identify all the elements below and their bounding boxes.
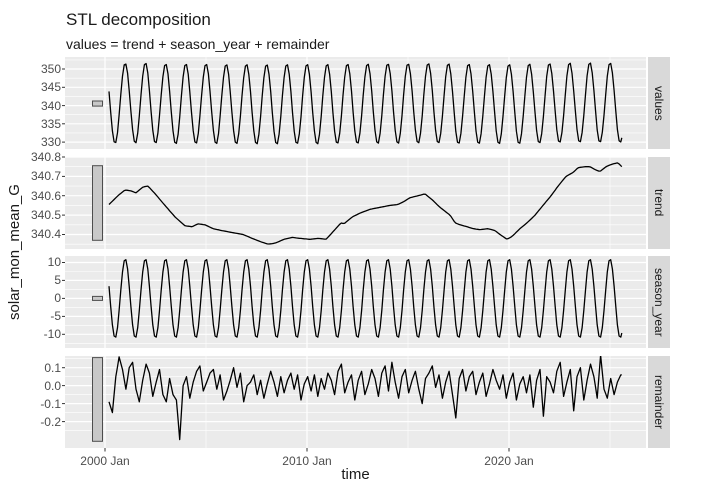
y-tick-label: -10 (43, 327, 61, 341)
y-tick-label: -0.1 (40, 397, 61, 411)
strip-label-values: values (648, 57, 670, 149)
y-tick-label: 0.1 (44, 361, 61, 375)
y-tick-label: 340.4 (30, 227, 61, 241)
x-tick-label: 2000 Jan (80, 454, 130, 468)
y-tick-label: 0.0 (44, 379, 61, 393)
x-axis-title: time (341, 466, 370, 483)
y-tick-label: 340.7 (30, 169, 61, 183)
y-tick-label: -0.2 (40, 415, 61, 429)
x-tick-label: 2010 Jan (282, 454, 332, 468)
y-tick-label: 5 (54, 273, 61, 287)
strip-label-remainder: remainder (648, 356, 670, 448)
x-tick-label: 2020 Jan (484, 454, 534, 468)
y-tick-label: 10 (47, 255, 61, 269)
y-tick-label: 0 (54, 291, 61, 305)
strip-label-season-year: season_year (648, 256, 670, 348)
plot-title: STL decomposition (66, 10, 211, 29)
y-tick-label: 350 (40, 62, 61, 76)
strip-label-trend: trend (648, 157, 670, 249)
y-tick-label: 340.5 (30, 208, 61, 222)
y-tick-label: 340.8 (30, 150, 61, 164)
y-tick-label: 335 (40, 117, 61, 131)
plot-subtitle: values = trend + season_year + remainder (66, 36, 330, 52)
y-tick-label: 345 (40, 80, 61, 94)
y-tick-label: -5 (50, 309, 61, 323)
y-tick-label: 330 (40, 135, 61, 149)
y-tick-label: 340.6 (30, 189, 61, 203)
y-tick-label: 340 (40, 99, 61, 113)
